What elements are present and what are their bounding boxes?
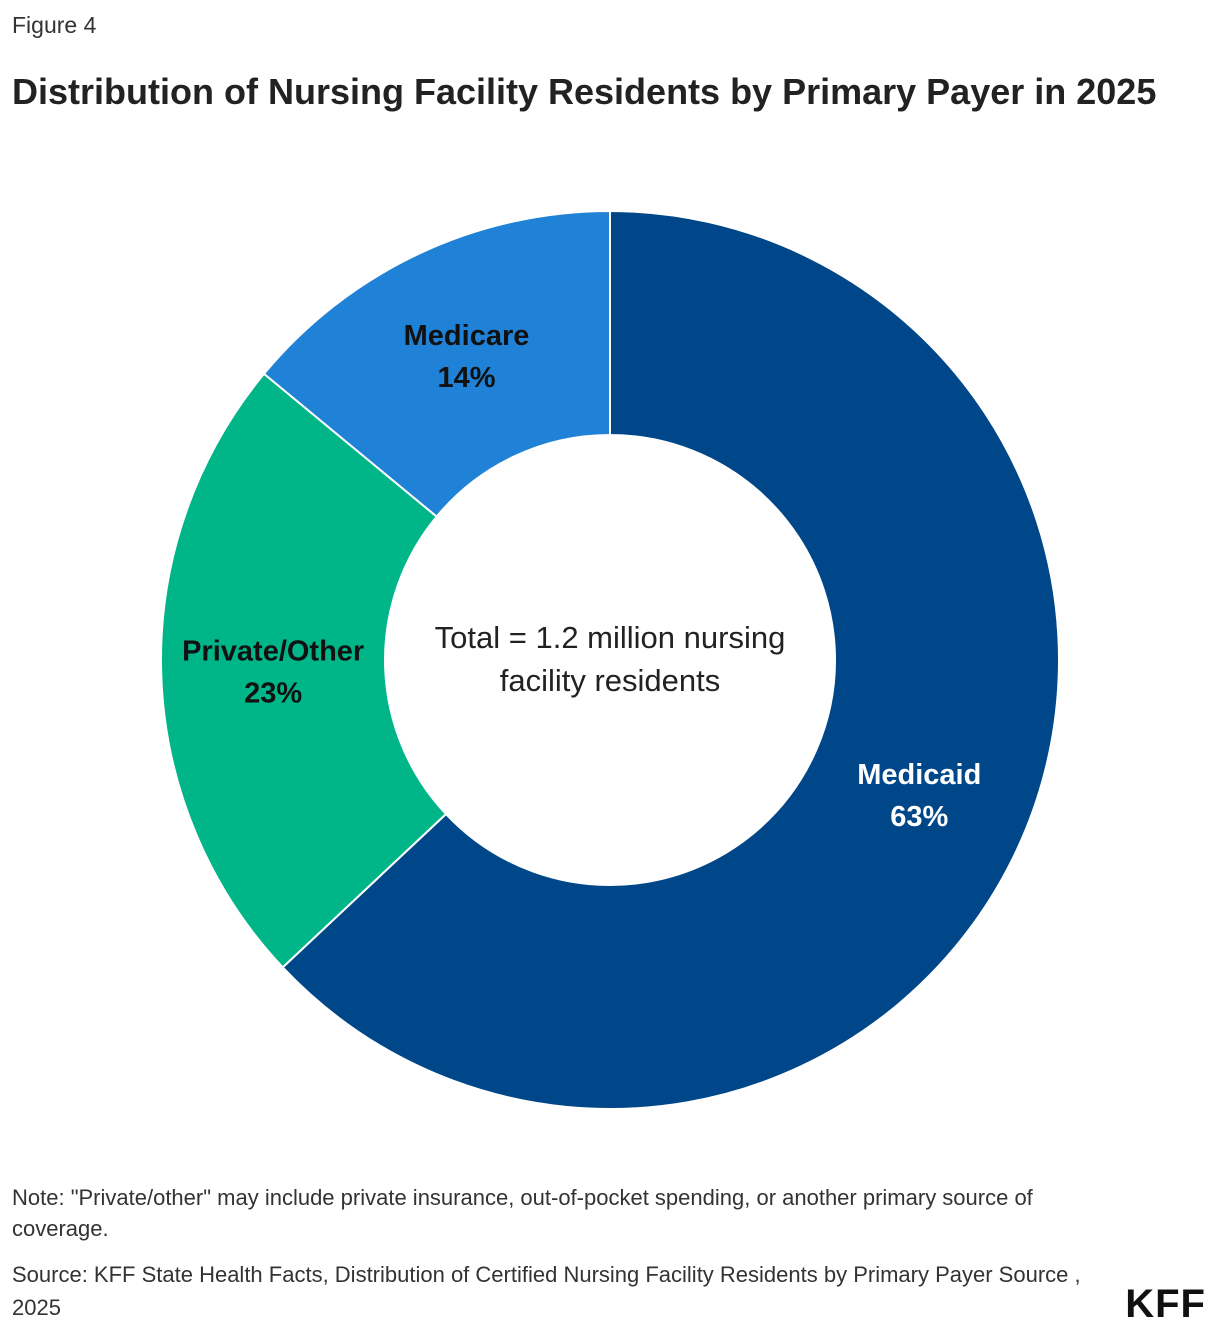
note: Note: "Private/other" may include privat… xyxy=(12,1185,1033,1241)
source: Source: KFF State Health Facts, Distribu… xyxy=(12,1262,1081,1320)
donut-slice xyxy=(160,372,448,969)
slice-label: Private/Other xyxy=(182,636,364,668)
slice-label: Medicare xyxy=(404,320,530,352)
slice-label: Medicaid xyxy=(857,759,981,791)
center-text: Total = 1.2 million nursing facility res… xyxy=(434,620,786,698)
chart-title: Distribution of Nursing Facility Residen… xyxy=(12,71,1157,112)
slice-value-label: 23% xyxy=(244,678,302,710)
figure-label: Figure 4 xyxy=(12,12,97,38)
donut-slice xyxy=(262,209,611,518)
donut-slice xyxy=(281,209,1060,1110)
slice-value-label: 14% xyxy=(437,362,495,394)
logo: KFF xyxy=(1125,1282,1206,1326)
slice-value-label: 63% xyxy=(890,801,948,833)
